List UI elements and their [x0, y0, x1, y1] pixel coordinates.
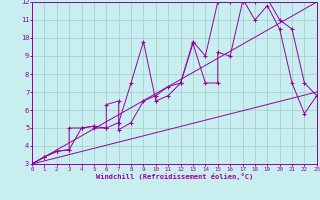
X-axis label: Windchill (Refroidissement éolien,°C): Windchill (Refroidissement éolien,°C) [96, 173, 253, 180]
